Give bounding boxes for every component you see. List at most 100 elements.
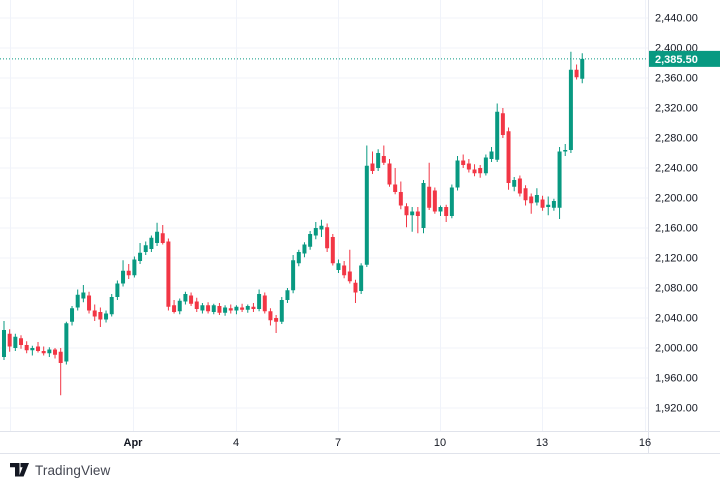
candle-body — [268, 311, 273, 321]
time-axis[interactable]: Apr 4 7 10 13 16 — [124, 437, 652, 449]
price-tick-label: 2,200.00 — [655, 193, 698, 205]
price-tick-label: 2,440.00 — [655, 13, 698, 25]
candle-body — [240, 307, 245, 310]
candle-body — [138, 252, 143, 261]
candle-body — [296, 252, 301, 264]
candle-body — [251, 306, 256, 309]
candle-body — [529, 196, 534, 204]
time-tick-label: 10 — [434, 437, 446, 449]
candle-body — [580, 58, 585, 79]
candle-body — [257, 294, 262, 309]
candle-body — [223, 307, 228, 313]
candle-body — [421, 183, 426, 228]
candle-body — [330, 237, 335, 264]
time-tick-label: Apr — [124, 437, 144, 449]
candle-body — [472, 169, 477, 174]
candle-body — [398, 192, 403, 206]
candle-body — [75, 294, 80, 308]
candle-body — [387, 163, 392, 185]
candle-body — [506, 131, 511, 183]
last-price-badge-bg — [649, 50, 720, 67]
candle-body — [109, 297, 114, 315]
candle-body — [415, 211, 420, 216]
candle-body — [58, 351, 63, 363]
candle-body — [189, 295, 194, 304]
candle-body — [466, 163, 471, 170]
candle-body — [478, 168, 483, 174]
candle-body — [217, 306, 222, 313]
price-axis[interactable]: 2,440.002,400.002,360.002,320.002,280.00… — [655, 13, 698, 415]
candle-body — [160, 233, 165, 243]
candle-body — [143, 245, 148, 252]
time-tick-label: 4 — [233, 437, 239, 449]
candle-body — [444, 207, 449, 216]
time-tick-label: 16 — [639, 437, 651, 449]
candle-body — [404, 206, 409, 216]
candle-body — [455, 160, 460, 188]
price-tick-label: 2,240.00 — [655, 163, 698, 175]
candle-body — [211, 305, 216, 312]
candle-body — [325, 227, 330, 249]
candle-body — [98, 312, 103, 320]
candle-body — [2, 330, 6, 357]
price-tick-label: 2,160.00 — [655, 223, 698, 235]
candle-body — [393, 184, 398, 192]
candle-body — [353, 282, 358, 293]
candle-body — [461, 160, 466, 165]
candles-series — [2, 51, 585, 396]
candle-body — [53, 349, 58, 355]
candle-body — [568, 69, 573, 150]
candle-body — [64, 323, 69, 362]
candle-body — [234, 306, 239, 311]
candle-body — [166, 241, 171, 307]
candle-body — [381, 156, 386, 163]
price-tick-label: 2,120.00 — [655, 253, 698, 265]
candle-body — [359, 265, 364, 291]
axis-border-lines — [0, 0, 720, 454]
tradingview-logo[interactable]: TradingView — [10, 461, 110, 479]
candle-body — [7, 333, 12, 347]
candle-body — [540, 199, 545, 208]
candle-body — [376, 153, 381, 168]
time-tick-label: 13 — [536, 437, 548, 449]
candle-body — [557, 151, 562, 208]
candle-body — [155, 231, 160, 243]
price-tick-label: 2,320.00 — [655, 103, 698, 115]
candle-body — [495, 111, 500, 160]
candle-body — [228, 308, 233, 311]
candle-body — [370, 163, 375, 171]
candle-body — [285, 290, 290, 300]
tradingview-logo-icon — [10, 463, 29, 477]
time-tick-label: 7 — [335, 437, 341, 449]
tradingview-logo-text: TradingView — [35, 462, 111, 478]
price-tick-label: 2,280.00 — [655, 133, 698, 145]
candle-body — [104, 313, 109, 320]
price-tick-label: 2,080.00 — [655, 283, 698, 295]
candle-body — [24, 345, 29, 351]
candle-body — [364, 165, 369, 265]
candle-body — [563, 150, 568, 152]
candle-body — [347, 271, 352, 282]
candle-body — [245, 306, 250, 310]
price-tick-label: 1,920.00 — [655, 403, 698, 415]
candle-body — [87, 295, 92, 311]
candle-body — [36, 346, 41, 351]
candle-body — [336, 263, 341, 270]
candle-body — [194, 301, 199, 309]
candle-body — [206, 305, 211, 312]
candle-body — [517, 178, 522, 194]
candle-body — [551, 201, 556, 208]
grid-lines — [0, 0, 648, 431]
candle-body — [500, 113, 505, 135]
candle-body — [319, 225, 324, 230]
candle-body — [41, 351, 46, 354]
candle-body — [70, 308, 75, 322]
candle-body — [438, 207, 443, 212]
candle-body — [81, 292, 86, 299]
candle-body — [132, 259, 137, 276]
candle-body — [274, 318, 279, 322]
candle-body — [177, 300, 182, 312]
last-price-badge: 2,385.50 — [649, 50, 720, 67]
